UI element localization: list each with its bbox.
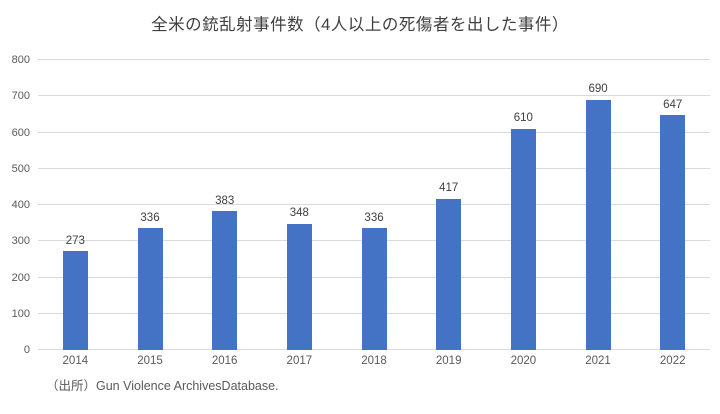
bar: [660, 115, 686, 350]
bar-series: 273 336 383 348 336 417 610 690 647: [38, 60, 710, 350]
x-axis-tick-label: 2017: [286, 355, 313, 367]
bar-value-label: 647: [663, 98, 683, 111]
bar-value-label: 336: [140, 211, 160, 224]
bar: [436, 198, 462, 350]
bar-value-label: 273: [65, 234, 85, 247]
bar-value-label: 336: [364, 211, 384, 224]
bar-column: 690: [561, 60, 636, 350]
bar: [286, 223, 312, 350]
y-axis-tick-label: 600: [11, 126, 30, 139]
x-axis-tick-label: 2021: [585, 355, 611, 367]
x-axis-tick-label: 2016: [211, 355, 238, 367]
bar: [137, 228, 163, 350]
bar-value-label: 348: [289, 207, 309, 220]
y-axis-tick-label: 200: [11, 271, 30, 284]
x-axis-tick-label: 2022: [659, 355, 686, 367]
bar-value-label: 690: [588, 83, 608, 96]
x-axis-tick-label: 2014: [62, 355, 89, 367]
bar-column: 383: [187, 60, 262, 350]
bar-column: 336: [337, 60, 412, 350]
source-note: （出所）Gun Violence ArchivesDatabase.: [46, 379, 279, 393]
chart-title: 全米の銃乱射事件数（4人以上の死傷者を出した事件）: [151, 16, 569, 34]
y-axis: 0 100 200 300 400 500 600 700 800: [0, 54, 38, 356]
gridline: [38, 204, 710, 205]
bar-column: 348: [262, 60, 337, 350]
bar: [361, 228, 387, 350]
bar-column: 273: [38, 60, 113, 350]
y-axis-tick-label: 400: [11, 199, 30, 211]
bar: [585, 99, 611, 350]
bar-value-label: 610: [513, 112, 533, 125]
x-axis: 2014 2015 2016 2017 2018 2019 2020 2021 2022: [38, 355, 710, 367]
gridline: [38, 59, 710, 60]
y-axis-tick-label: 300: [11, 235, 30, 248]
bar-column: 647: [635, 60, 710, 350]
bar: [62, 251, 88, 350]
x-axis-tick-label: 2019: [435, 355, 462, 367]
bar-column: 610: [486, 60, 561, 350]
plot-area: 273 336 383 348 336 417 610 690 647: [38, 59, 710, 350]
y-axis-tick-label: 0: [23, 344, 30, 356]
gridline: [38, 131, 710, 133]
bar-value-label: 417: [439, 182, 459, 195]
gridline: [38, 95, 710, 97]
y-axis-tick-label: 800: [11, 54, 30, 66]
bar-column: 336: [113, 60, 188, 350]
chart-body: 0 100 200 300 400 500 600 700 800 273 336 383 348 33…: [0, 54, 720, 356]
x-axis-tick-label: 2020: [510, 355, 537, 367]
y-axis-tick-label: 500: [11, 162, 30, 175]
bar-column: 417: [411, 60, 486, 350]
bar: [510, 128, 536, 350]
y-axis-tick-label: 100: [11, 307, 30, 320]
x-axis-tick-label: 2018: [361, 355, 387, 367]
y-axis-tick-label: 700: [11, 90, 30, 103]
bar-value-label: 383: [215, 194, 235, 207]
gridline: [38, 167, 710, 169]
bar: [212, 211, 238, 350]
x-axis-tick-label: 2015: [137, 355, 163, 367]
